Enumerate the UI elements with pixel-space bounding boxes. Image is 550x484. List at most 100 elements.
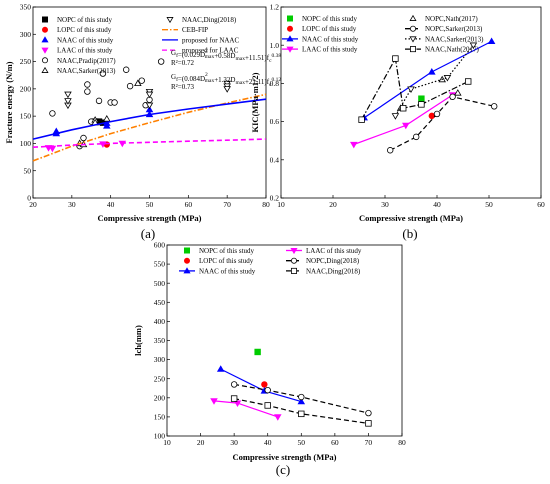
legend-entry: LAAC of this study [286,247,362,255]
legend-marker [290,257,297,264]
data-point [298,393,305,401]
x-tick-label: 60 [185,200,193,209]
y-axis-label: lch(mm) [133,325,143,356]
legend-marker [41,36,49,43]
x-tick-label: 30 [381,200,389,209]
data-point [298,410,305,418]
data-point [64,91,72,99]
series-naac-ding-2018- [230,395,372,427]
legend-marker [42,16,49,23]
legend-entry: NAAC of this study [41,36,114,44]
data-point [413,133,420,141]
data-point [365,409,372,417]
data-point [350,141,358,149]
data-point [103,114,111,122]
y-tick-label: 250 [20,57,32,66]
x-tick-label: 80 [262,200,270,209]
series-line [233,398,369,424]
y-tick-label: 0.4 [270,155,280,164]
legend-label: CEB-FIP [182,26,208,34]
data-point [99,70,107,77]
y-tick-label: 0.8 [270,79,280,88]
legend-entry: NOPC of this study [286,15,358,23]
legend-marker [286,25,293,32]
legend-marker [41,66,49,73]
legend-entry: NAAC,Ding(2018) [166,16,237,24]
y-tick-label: 1.0 [270,41,280,50]
data-point [443,75,452,82]
y-tick-label: 300 [20,30,32,39]
y-tick-label: 250 [154,374,166,383]
y-tick-label: 300 [154,355,166,364]
legend-label: NAAC of this study [57,36,114,44]
data-point [387,147,394,154]
legend-label: NAAC,Ding(2018) [182,16,237,24]
legend-label: NOPC,Sarker(2013) [425,25,483,33]
series-line [353,94,453,146]
data-point [464,78,472,85]
data-point [64,98,72,105]
legend-entry: NAAC,Nath(2017) [405,46,480,54]
legend-label: LAAC of this study [306,247,362,255]
series-naac-ding-2018- [64,80,231,110]
equation-text: Gf=(0.084D2 max+1.32Dmax+21.11)fc0.12 [171,72,281,88]
legend-label: NAAC,Nath(2017) [425,46,480,54]
series-nopc-sarker-2013- [387,93,498,154]
data-point [399,105,407,112]
legend-marker [42,26,49,33]
legend-entry: LAAC of this study [41,47,113,55]
data-point [157,58,165,65]
x-axis-label: Compressive strength (MPa) [359,213,463,223]
series-lopc-of-this-study [261,381,268,388]
legend: NOPC of this study LOPC of this study NAAC… [179,247,362,275]
legend-marker [409,25,416,32]
legend-label: NOPC of this study [302,15,358,23]
x-tick-label: 40 [107,200,115,209]
y-tick-label: 400 [154,317,166,326]
y-tick-label: 0.2 [270,194,280,203]
y-tick-label: 50 [24,166,32,175]
data-point [145,102,154,110]
panel-label: (b) [402,226,417,241]
data-point [145,105,154,113]
legend-entry: LOPC of this study [42,26,112,34]
legend-entry: LAAC of this study [282,46,358,54]
x-axis-label: Compressive strength (MPa) [97,213,201,223]
legend-label: NAAC,Sarker(2013) [57,67,116,75]
legend-marker [409,14,417,21]
y-tick-label: 150 [20,112,32,121]
x-tick-label: 20 [29,200,37,209]
legend-entry: LOPC of this study [183,257,254,265]
x-tick-label: 30 [68,200,76,209]
series-line [32,138,267,148]
series-proposed-for-laac [32,138,267,148]
equation-r2: R²=0.72 [171,59,194,67]
y-axis-label: KIC(MPa·m1/2) [250,72,260,132]
legend-entry: LOPC of this study [286,25,357,33]
x-tick-label: 40 [433,200,441,209]
legend-label: NAAC,Ding(2018) [306,267,361,275]
data-point [297,397,306,405]
series-line [233,383,369,414]
legend-label: LOPC of this study [199,257,254,265]
series-line [32,98,267,140]
x-tick-label: 70 [223,200,231,209]
x-tick-label: 10 [277,200,285,209]
panel-label: (c) [276,462,290,477]
x-tick-label: 70 [365,438,373,447]
legend-entry: NOPC of this study [42,16,113,24]
legend-label: LAAC of this study [302,46,358,54]
data-point [103,122,111,129]
legend-marker [183,247,190,254]
legend: NOPC of this study LOPC of this study NAAC… [41,16,239,75]
data-point [274,414,282,421]
y-tick-label: 150 [154,413,166,422]
data-point [261,381,268,388]
data-point [233,400,242,408]
legend-marker [166,17,174,24]
data-point [111,99,118,106]
data-point [264,402,271,409]
data-point [469,42,478,50]
x-tick-label: 50 [298,438,306,447]
x-tick-label: 50 [485,200,493,209]
